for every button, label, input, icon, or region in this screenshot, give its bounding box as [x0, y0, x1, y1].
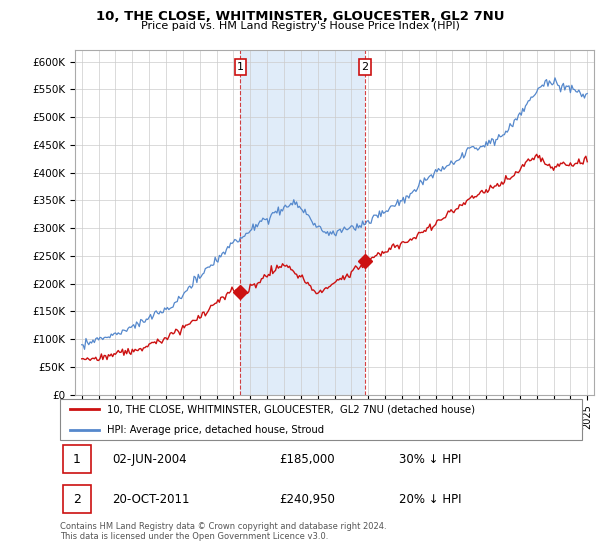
Text: Price paid vs. HM Land Registry's House Price Index (HPI): Price paid vs. HM Land Registry's House … [140, 21, 460, 31]
Text: 02-JUN-2004: 02-JUN-2004 [112, 452, 187, 465]
Text: 20% ↓ HPI: 20% ↓ HPI [400, 493, 462, 506]
FancyBboxPatch shape [62, 445, 91, 473]
Text: 2: 2 [361, 62, 368, 72]
Text: Contains HM Land Registry data © Crown copyright and database right 2024.: Contains HM Land Registry data © Crown c… [60, 522, 386, 531]
Text: HPI: Average price, detached house, Stroud: HPI: Average price, detached house, Stro… [107, 424, 324, 435]
Text: 1: 1 [237, 62, 244, 72]
Bar [241, 50, 365, 395]
FancyBboxPatch shape [62, 485, 91, 514]
FancyBboxPatch shape [235, 59, 247, 76]
FancyBboxPatch shape [359, 59, 371, 76]
Text: 2: 2 [73, 493, 81, 506]
Text: 30% ↓ HPI: 30% ↓ HPI [400, 452, 461, 465]
Text: £185,000: £185,000 [279, 452, 335, 465]
Text: 20-OCT-2011: 20-OCT-2011 [112, 493, 190, 506]
Text: 10, THE CLOSE, WHITMINSTER, GLOUCESTER,  GL2 7NU (detached house): 10, THE CLOSE, WHITMINSTER, GLOUCESTER, … [107, 404, 475, 414]
FancyBboxPatch shape [60, 399, 582, 440]
Text: £240,950: £240,950 [279, 493, 335, 506]
Text: This data is licensed under the Open Government Licence v3.0.: This data is licensed under the Open Gov… [60, 532, 328, 541]
Text: 10, THE CLOSE, WHITMINSTER, GLOUCESTER, GL2 7NU: 10, THE CLOSE, WHITMINSTER, GLOUCESTER, … [96, 10, 504, 23]
Text: 1: 1 [73, 452, 81, 465]
